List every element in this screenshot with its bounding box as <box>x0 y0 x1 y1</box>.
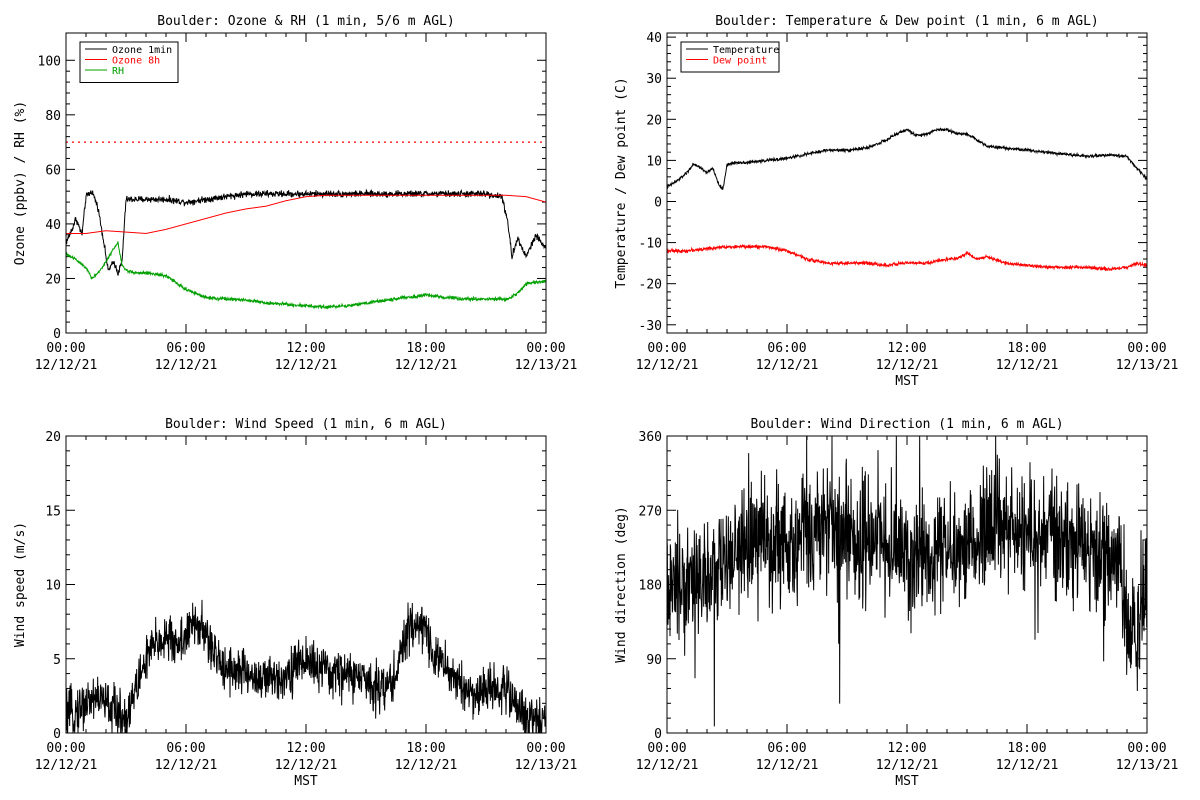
x-tick-label-date: 12/12/21 <box>636 358 699 373</box>
y-tick-label: 30 <box>646 72 662 87</box>
chart-title: Boulder: Temperature & Dew point (1 min,… <box>715 14 1099 29</box>
series-line-1 <box>667 436 1147 727</box>
legend-label: Dew point <box>713 56 767 67</box>
y-tick-label: 90 <box>646 653 662 668</box>
y-tick-label: 100 <box>38 54 61 69</box>
y-tick-label: 10 <box>646 154 662 169</box>
x-tick-label-date: 12/12/21 <box>35 358 98 373</box>
x-axis-label: MST <box>895 374 919 389</box>
chart-panel-1: Boulder: Ozone & RH (1 min, 5/6 m AGL) Oz… <box>13 14 577 373</box>
x-tick-label-time: 00:00 <box>46 741 85 756</box>
x-tick-label-date: 12/13/21 <box>515 358 578 373</box>
x-tick-label-date: 12/12/21 <box>636 758 699 773</box>
legend-label: Ozone 8h <box>112 56 160 67</box>
x-tick-label-time: 18:00 <box>406 741 445 756</box>
x-tick-label-time: 06:00 <box>767 341 806 356</box>
y-tick-label: 80 <box>45 109 61 124</box>
y-tick-label: 20 <box>646 113 662 128</box>
x-tick-label-date: 12/12/21 <box>876 758 939 773</box>
y-tick-label: 20 <box>45 272 61 287</box>
y-tick-label: 40 <box>646 31 662 46</box>
series-line-rh <box>66 241 546 310</box>
x-axis-label: MST <box>294 774 318 789</box>
x-tick-label-time: 18:00 <box>1007 341 1046 356</box>
x-tick-label-time: 06:00 <box>166 741 205 756</box>
plot-frame <box>666 435 1148 734</box>
x-axis-label: MST <box>895 774 919 789</box>
x-tick-label-date: 12/12/21 <box>756 758 819 773</box>
y-tick-label: 10 <box>45 579 61 594</box>
series-line-dew-point <box>667 243 1147 272</box>
x-tick-label-time: 12:00 <box>887 741 926 756</box>
x-tick-label-time: 00:00 <box>526 341 565 356</box>
chart-panel-4: Boulder: Wind Direction (1 min, 6 m AGL)… <box>614 417 1178 789</box>
legend-label: RH <box>112 66 124 77</box>
y-tick-label: 60 <box>45 163 61 178</box>
y-tick-label: 270 <box>639 504 662 519</box>
y-tick-label: 0 <box>53 727 61 742</box>
y-tick-label: 15 <box>45 504 61 519</box>
x-tick-label-date: 12/12/21 <box>275 758 338 773</box>
y-tick-label: -20 <box>639 278 662 293</box>
x-tick-label-date: 12/12/21 <box>876 358 939 373</box>
legend-label: Ozone 1min <box>112 45 172 56</box>
y-tick-label: 360 <box>639 430 662 445</box>
x-tick-label-date: 12/12/21 <box>275 358 338 373</box>
x-tick-label-time: 00:00 <box>46 341 85 356</box>
x-tick-label-time: 18:00 <box>406 341 445 356</box>
x-tick-label-date: 12/12/21 <box>996 358 1059 373</box>
y-tick-label: 5 <box>53 653 61 668</box>
chart-title: Boulder: Wind Speed (1 min, 6 m AGL) <box>165 417 447 432</box>
y-axis-label: Wind direction (deg) <box>614 506 629 663</box>
x-tick-label-date: 12/12/21 <box>155 758 218 773</box>
y-axis-label: Temperature / Dew point (C) <box>614 77 629 288</box>
x-tick-label-time: 06:00 <box>767 741 806 756</box>
plot-frame <box>65 32 547 334</box>
x-tick-label-date: 12/13/21 <box>515 758 578 773</box>
plot-frame <box>666 32 1148 334</box>
series-line-ozone-8h <box>66 194 546 234</box>
x-tick-label-time: 00:00 <box>526 741 565 756</box>
series-line-temperature <box>667 127 1147 191</box>
y-axis-label: Wind speed (m/s) <box>13 522 28 647</box>
x-tick-label-date: 12/12/21 <box>996 758 1059 773</box>
y-tick-label: 180 <box>639 579 662 594</box>
chart-panel-3: Boulder: Wind Speed (1 min, 6 m AGL) Wind… <box>13 417 577 789</box>
x-tick-label-date: 12/12/21 <box>35 758 98 773</box>
x-tick-label-time: 12:00 <box>286 741 325 756</box>
x-tick-label-time: 00:00 <box>647 341 686 356</box>
plot-frame <box>65 435 547 734</box>
x-tick-label-date: 12/12/21 <box>395 358 458 373</box>
x-tick-label-date: 12/13/21 <box>1116 358 1179 373</box>
x-tick-label-time: 06:00 <box>166 341 205 356</box>
x-tick-label-time: 12:00 <box>286 341 325 356</box>
chart-title: Boulder: Wind Direction (1 min, 6 m AGL) <box>750 417 1063 432</box>
y-tick-label: 40 <box>45 218 61 233</box>
y-tick-label: -30 <box>639 319 662 334</box>
chart-panel-2: Boulder: Temperature & Dew point (1 min,… <box>614 14 1178 389</box>
x-tick-label-date: 12/12/21 <box>395 758 458 773</box>
x-tick-label-date: 12/13/21 <box>1116 758 1179 773</box>
x-tick-label-time: 12:00 <box>887 341 926 356</box>
legend-label: Temperature <box>713 45 779 56</box>
x-tick-label-time: 00:00 <box>1127 741 1166 756</box>
series-line-ozone-1min <box>66 188 546 276</box>
y-tick-label: 20 <box>45 430 61 445</box>
x-tick-label-time: 00:00 <box>1127 341 1166 356</box>
y-tick-label: 0 <box>654 727 662 742</box>
y-tick-label: 0 <box>654 195 662 210</box>
x-tick-label-time: 18:00 <box>1007 741 1046 756</box>
legend-box <box>680 41 780 73</box>
chart-title: Boulder: Ozone & RH (1 min, 5/6 m AGL) <box>157 14 454 29</box>
y-axis-label: Ozone (ppbv) / RH (%) <box>13 101 28 265</box>
y-tick-label: -10 <box>639 237 662 252</box>
x-tick-label-time: 00:00 <box>647 741 686 756</box>
y-tick-label: 0 <box>53 327 61 342</box>
x-tick-label-date: 12/12/21 <box>155 358 218 373</box>
x-tick-label-date: 12/12/21 <box>756 358 819 373</box>
series-line-1 <box>66 599 546 733</box>
